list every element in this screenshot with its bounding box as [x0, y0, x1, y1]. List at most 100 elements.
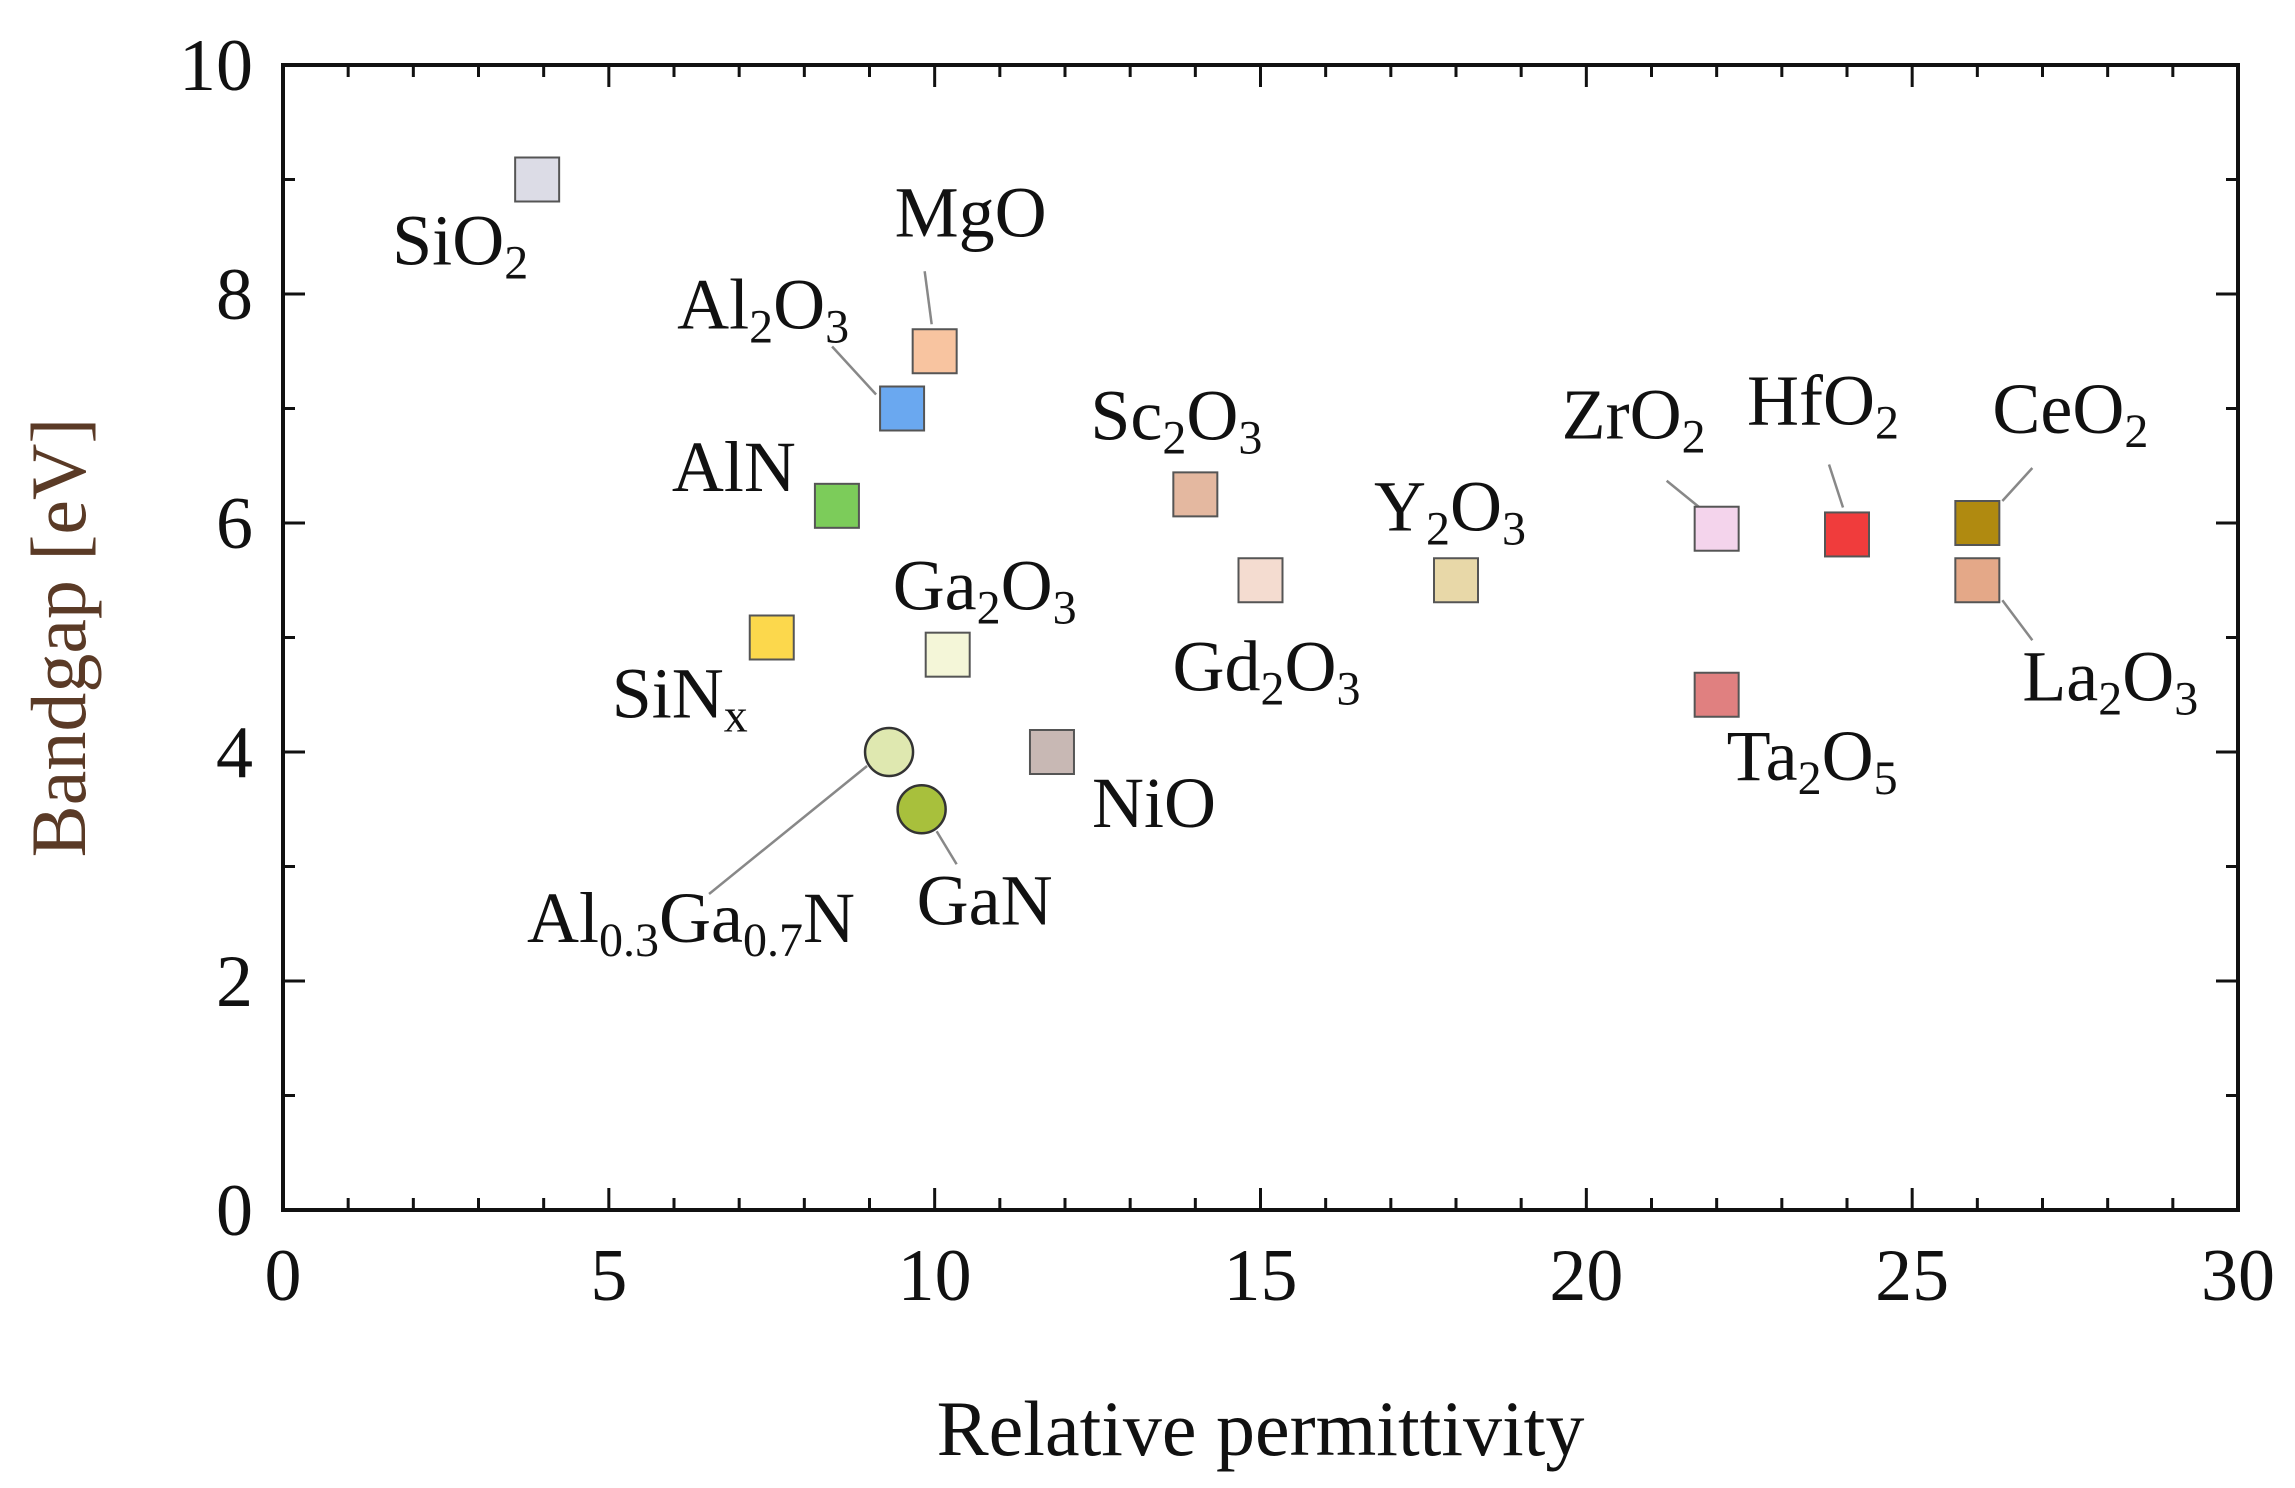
la2o3-label-subscript: 3	[2174, 672, 2198, 725]
gan-label: GaN	[917, 860, 1053, 940]
gan-leader-line	[935, 830, 958, 865]
zro2-leader-line	[1665, 479, 1700, 508]
ta2o5-label-text: Ta	[1727, 716, 1798, 796]
x-axis-title: Relative permittivity	[937, 1385, 1585, 1472]
sio2-label: SiO2	[392, 201, 528, 290]
nio-label: NiO	[1092, 763, 1216, 843]
algan-marker	[863, 726, 915, 778]
sinx-label-text: SiN	[612, 654, 724, 734]
y-tick-label: 0	[216, 1170, 253, 1252]
ta2o5-label-text: O	[1822, 716, 1874, 796]
gd2o3-label-text: O	[1285, 626, 1337, 706]
al2o3-label-subscript: 2	[749, 301, 773, 354]
sio2-label-text: Si	[392, 201, 452, 281]
al2o3-leader-line	[831, 345, 878, 396]
leader-lines	[708, 271, 2034, 895]
data-markers	[514, 156, 2001, 835]
gan-marker	[896, 784, 947, 835]
x-tick-label: 5	[590, 1235, 627, 1317]
y2o3-label-text: Y	[1374, 466, 1426, 546]
gd2o3-label-subscript: 3	[1337, 662, 1361, 715]
sc2o3-label: Sc2O3	[1090, 375, 1262, 464]
gd2o3-marker	[1237, 557, 1284, 604]
mgo-label: MgO	[895, 172, 1047, 252]
la2o3-marker	[1954, 557, 2001, 604]
ta2o5-marker	[1693, 671, 1740, 718]
ga2o3-label-subscript: 3	[1053, 582, 1077, 635]
al2o3-label-text: O	[773, 265, 825, 345]
sinx-label-subscript: x	[724, 690, 748, 743]
y-tick-label: 10	[179, 25, 253, 107]
mgo-label-text: MgO	[895, 172, 1047, 252]
nio-marker	[1028, 729, 1075, 775]
ceo2-label-text: Ce	[1992, 369, 2072, 449]
algan-label-subscript: 0.3	[599, 914, 659, 967]
algan-leader-line	[708, 765, 868, 895]
ga2o3-label-text: Ga	[893, 546, 977, 626]
algan-label-text: Ga	[659, 878, 743, 958]
algan-label-subscript: 0.7	[743, 914, 803, 967]
al2o3-marker	[879, 385, 926, 432]
nio-label-text: NiO	[1092, 763, 1216, 843]
point-labels: SiO2MgOAl2O3AlNSc2O3Gd2O3Y2O3Ga2O3SiNxNi…	[392, 172, 2198, 967]
ceo2-leader-line	[2001, 467, 2034, 502]
hfo2-label-text: Hf	[1747, 360, 1823, 440]
algan-label-text: Al	[527, 878, 599, 958]
y-tick-label: 8	[216, 254, 253, 336]
hfo2-label-subscript: 2	[1875, 396, 1899, 449]
sio2-label-text: O	[452, 201, 504, 281]
ceo2-label-subscript: 2	[2124, 405, 2148, 458]
hfo2-marker	[1824, 511, 1870, 558]
al2o3-label-text: Al	[677, 265, 749, 345]
y-tick-label: 6	[216, 483, 253, 565]
y-axis-title: Bandgap [eV]	[15, 418, 102, 858]
sio2-marker	[514, 156, 561, 203]
y2o3-label-text: O	[1450, 466, 1502, 546]
zro2-label-text: Zr	[1562, 375, 1630, 455]
sc2o3-marker	[1172, 471, 1219, 518]
ta2o5-label-subscript: 5	[1874, 752, 1898, 805]
plot-frame	[281, 63, 2240, 1212]
algan-label: Al0.3Ga0.7N	[527, 878, 855, 967]
sc2o3-label-text: O	[1186, 375, 1238, 455]
x-tick-label: 15	[1224, 1235, 1298, 1317]
mgo-marker	[911, 328, 958, 375]
sc2o3-label-subscript: 3	[1238, 411, 1262, 464]
aln-marker	[813, 482, 860, 529]
x-tick-label: 25	[1875, 1235, 1949, 1317]
gd2o3-label-text: Gd	[1173, 626, 1261, 706]
zro2-label: ZrO2	[1562, 375, 1706, 464]
mgo-leader-line	[923, 271, 933, 325]
y2o3-label: Y2O3	[1374, 466, 1526, 555]
x-tick-label: 0	[265, 1235, 302, 1317]
sio2-label-subscript: 2	[504, 237, 528, 290]
y-tick-label: 2	[216, 941, 253, 1023]
x-tick-label: 30	[2201, 1235, 2275, 1317]
ta2o5-label-subscript: 2	[1798, 752, 1822, 805]
hfo2-label-text: O	[1823, 360, 1875, 440]
algan-label-text: N	[803, 878, 855, 958]
y2o3-marker	[1433, 557, 1479, 604]
ga2o3-marker	[924, 631, 971, 678]
sinx-marker	[748, 614, 795, 661]
zro2-marker	[1693, 505, 1740, 552]
al2o3-label: Al2O3	[677, 265, 849, 354]
x-tick-label: 20	[1549, 1235, 1623, 1317]
ga2o3-label-subscript: 2	[977, 582, 1001, 635]
aln-label-text: AlN	[672, 427, 796, 507]
la2o3-label-text: O	[2122, 636, 2174, 716]
ceo2-marker	[1954, 500, 2001, 546]
la2o3-leader-line	[2001, 599, 2034, 641]
sinx-label: SiNx	[612, 654, 748, 743]
gd2o3-label: Gd2O3	[1173, 626, 1361, 715]
sc2o3-label-text: Sc	[1090, 375, 1162, 455]
x-tick-label: 10	[898, 1235, 972, 1317]
sc2o3-label-subscript: 2	[1162, 411, 1186, 464]
ceo2-label: CeO2	[1992, 369, 2148, 458]
y-tick-label: 4	[216, 712, 253, 794]
hfo2-leader-line	[1827, 464, 1845, 508]
ceo2-label-text: O	[2072, 369, 2124, 449]
y2o3-label-subscript: 2	[1426, 502, 1450, 555]
